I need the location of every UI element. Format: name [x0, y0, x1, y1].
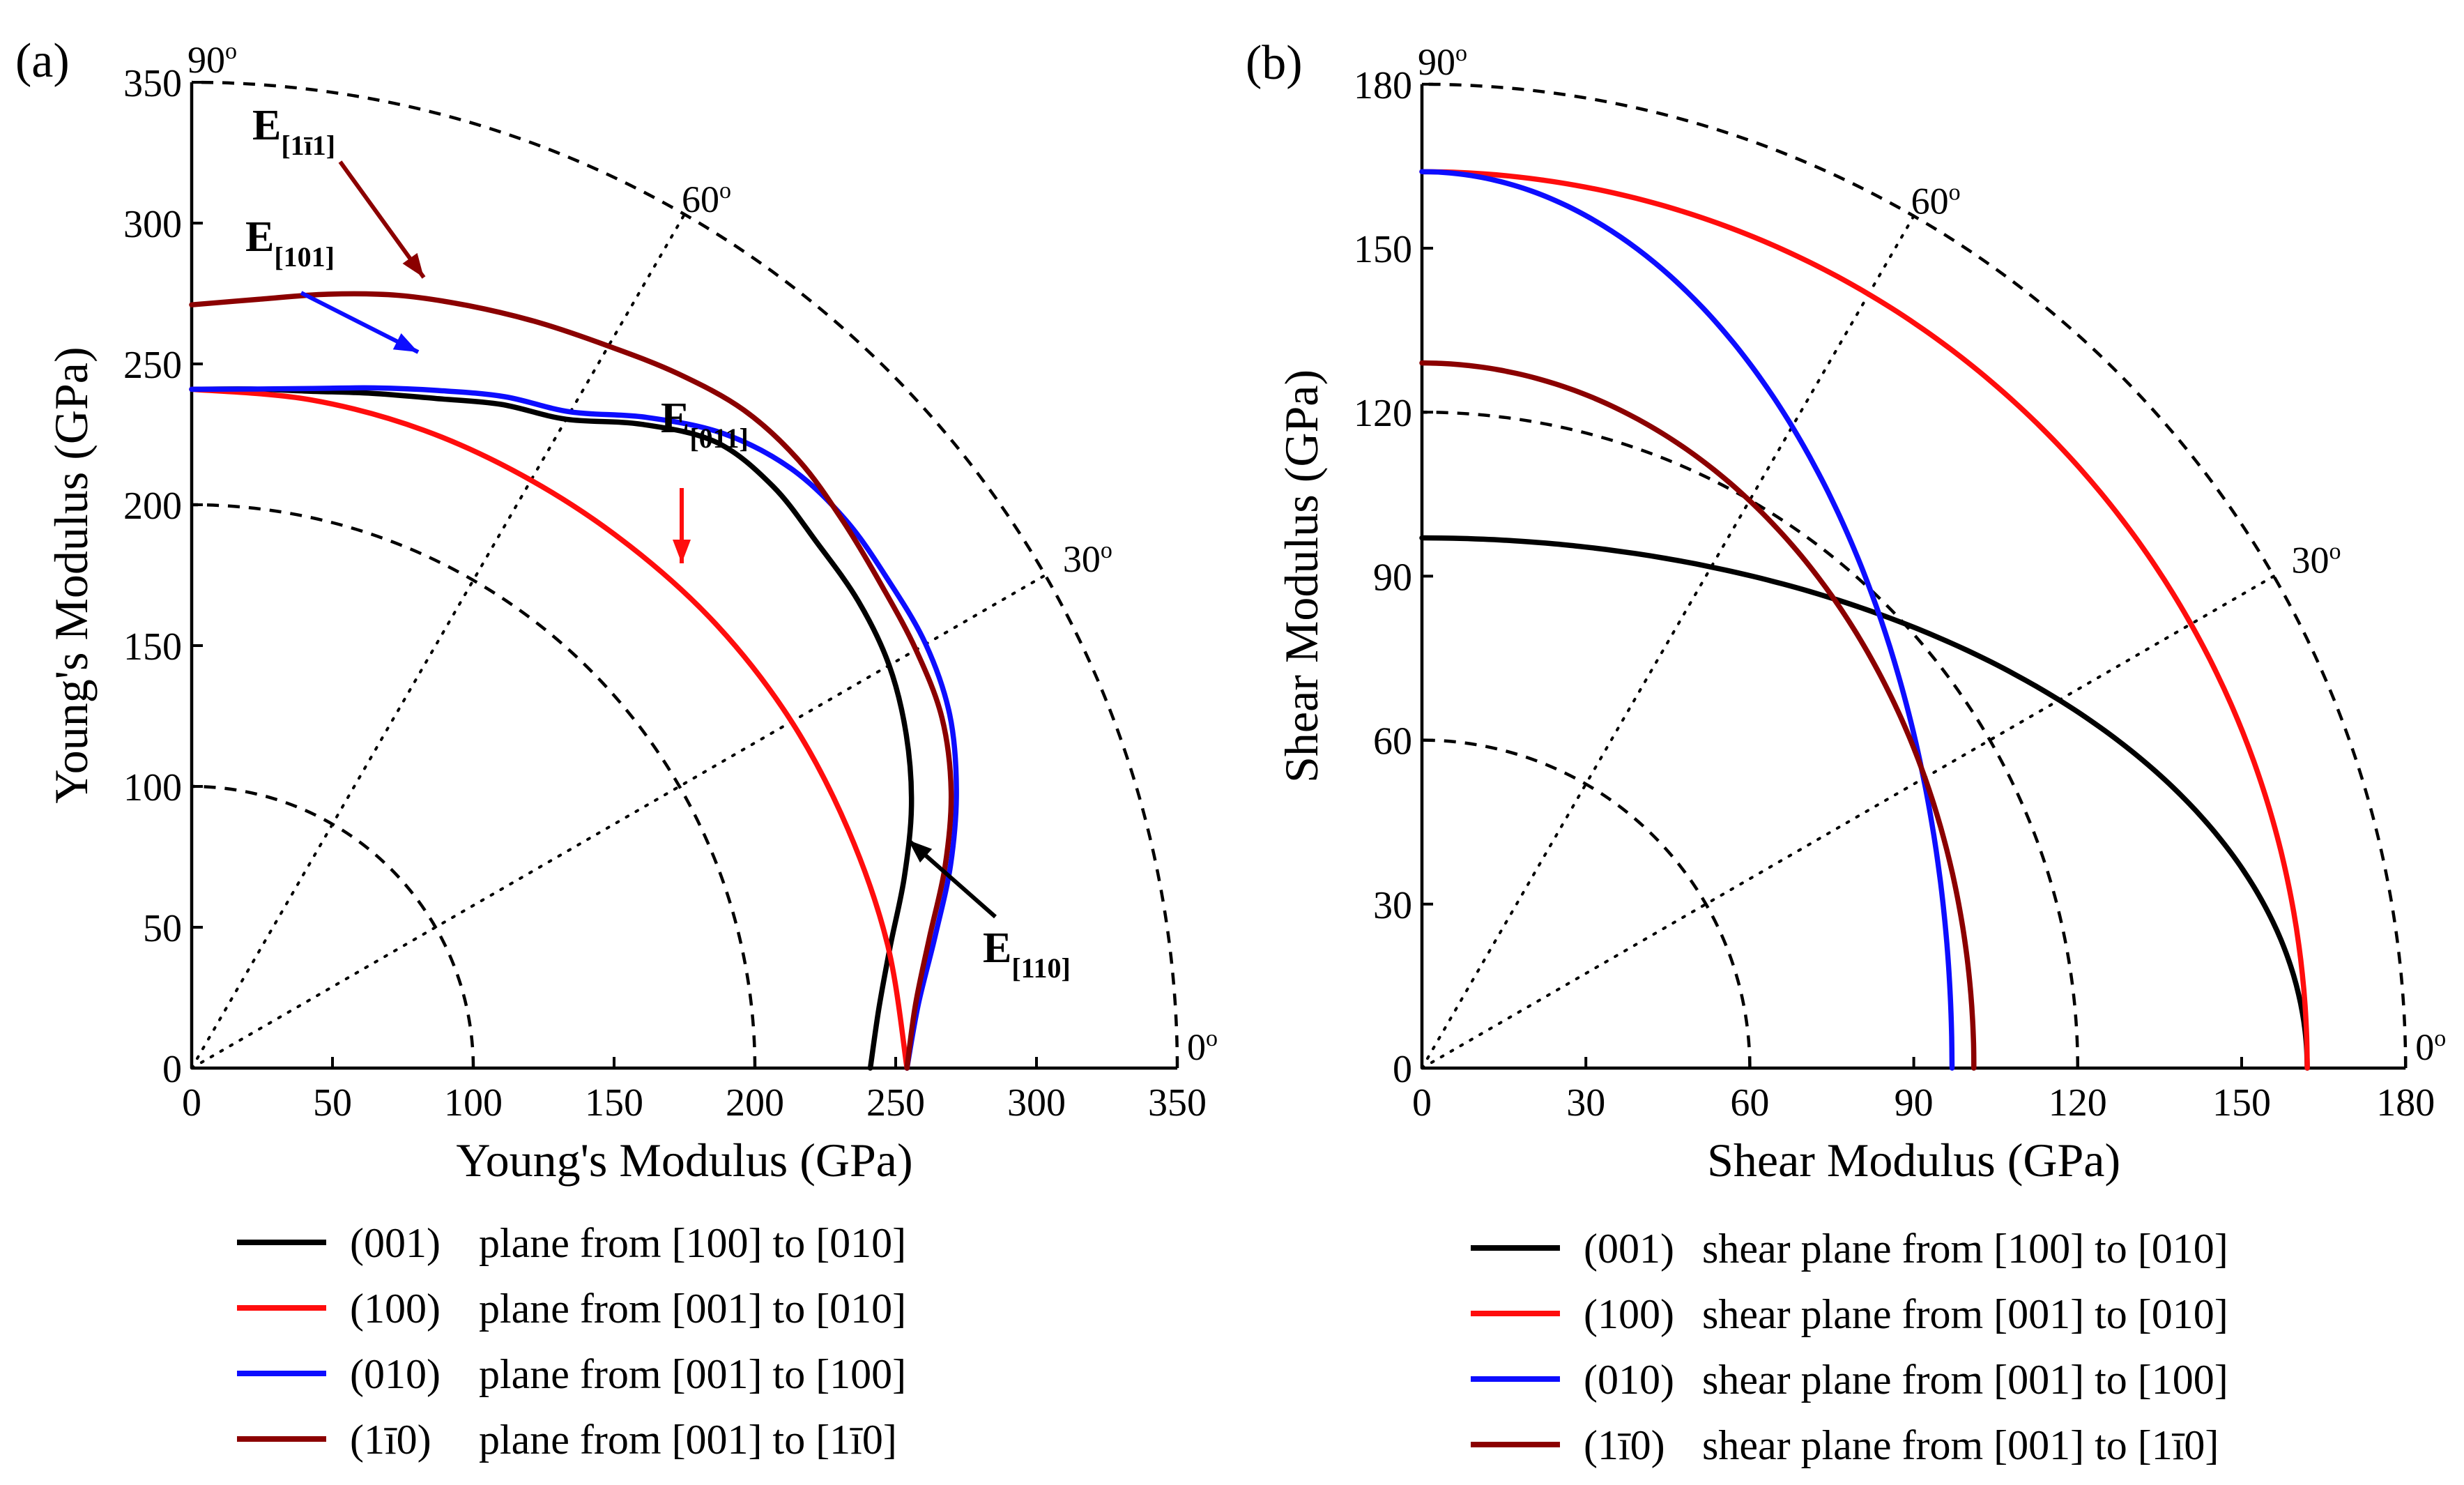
x-tick-label: 150 — [2212, 1081, 2271, 1125]
annotation-e-1-11: E[1ī1] — [252, 102, 335, 161]
legend-b-label: shear plane from [100] to [010] — [1702, 1226, 2228, 1272]
y-tick-label: 350 — [123, 62, 182, 105]
x-axis-title: Young's Modulus (GPa) — [456, 1134, 912, 1187]
annotation-arrow-1-11-shaft — [338, 160, 426, 279]
annotation-arrow-110-head — [908, 840, 933, 863]
x-tick-label: 50 — [313, 1081, 352, 1125]
legend-b-plane: (001) — [1584, 1226, 1674, 1272]
polar-ring — [191, 784, 475, 1069]
legend-b-label: shear plane from [001] to [010] — [1702, 1291, 2228, 1337]
annotation-arrow-011-head — [673, 540, 691, 563]
x-tick-label: 90 — [1895, 1081, 1934, 1125]
legend-a-plane: (001) — [350, 1220, 441, 1266]
annotation-e-110: E[110] — [983, 924, 1071, 984]
polar-ring — [1421, 738, 1752, 1069]
y-tick-label: 200 — [123, 485, 182, 528]
legend-b-label: shear plane from [001] to [100] — [1702, 1357, 2228, 1403]
legend-a-label: plane from [100] to [010] — [479, 1220, 906, 1266]
legend-a-label: plane from [001] to [1ī0] — [479, 1417, 897, 1463]
legend-b-plane: (100) — [1584, 1291, 1674, 1337]
y-tick-label: 150 — [1354, 228, 1412, 271]
x-tick-label: 120 — [2049, 1081, 2107, 1125]
annotation-e-011: E[011] — [661, 395, 749, 454]
series-line-black — [1419, 535, 2310, 1071]
legend-a-label: plane from [001] to [010] — [479, 1286, 906, 1332]
panel-a: 00 50 50 100 100 150 150 200 200 250 250 300 300 350 3… — [15, 34, 1218, 1463]
x-tick-label: 150 — [585, 1081, 643, 1125]
panel-b: 00 30 30 60 60 90 90 120 120 150 150 180 180 Shear Mo… — [1246, 36, 2446, 1468]
legend-b-label: shear plane from [001] to [1ī0] — [1702, 1422, 2219, 1468]
y-tick-label: 60 — [1373, 720, 1412, 763]
y-tick-label: 100 — [123, 766, 182, 809]
legend-a-label: plane from [001] to [100] — [479, 1351, 906, 1397]
x-tick-label: 350 — [1148, 1081, 1207, 1125]
angle-label-30: 30o — [1063, 538, 1112, 580]
y-tick-label: 0 — [162, 1048, 182, 1091]
angle-label-0: 0o — [1187, 1026, 1218, 1068]
y-tick-label: 300 — [123, 203, 182, 246]
legend-a-plane: (1ī0) — [350, 1417, 431, 1463]
legend-a-plane: (010) — [350, 1351, 441, 1397]
series-line-darkred — [1419, 360, 1977, 1071]
legend-b-plane: (010) — [1584, 1357, 1674, 1403]
y-tick-label: 250 — [123, 344, 182, 387]
series-line-black — [189, 386, 915, 1071]
x-tick-label: 0 — [182, 1081, 201, 1125]
annotation-arrow-101-head — [392, 333, 418, 352]
series-line-darkred — [189, 291, 954, 1071]
y-tick-label: 120 — [1354, 392, 1412, 435]
polar-ring — [1421, 410, 2080, 1069]
polar-ray-30 — [1421, 574, 2276, 1069]
angle-label-0: 0o — [2415, 1026, 2446, 1068]
y-tick-label: 90 — [1373, 556, 1412, 599]
y-tick-label: 0 — [1393, 1048, 1412, 1091]
angle-label-60: 60o — [682, 178, 731, 220]
x-tick-label: 250 — [866, 1081, 925, 1125]
annotation-arrow-1-11-head — [402, 252, 424, 277]
polar-ring — [191, 80, 1179, 1069]
polar-ray-60 — [190, 213, 686, 1069]
y-tick-label: 180 — [1354, 64, 1412, 107]
series-line-blue — [1419, 169, 1955, 1071]
x-axis-title: Shear Modulus (GPa) — [1707, 1134, 2120, 1187]
x-tick-label: 300 — [1007, 1081, 1066, 1125]
series-line-red — [1419, 169, 2310, 1071]
polar-ring — [1421, 82, 2408, 1069]
x-tick-label: 200 — [726, 1081, 784, 1125]
polar-ring — [191, 503, 757, 1069]
series-line-red — [189, 386, 910, 1071]
y-tick-label: 150 — [123, 625, 182, 669]
y-axis-title: Shear Modulus (GPa) — [1275, 370, 1328, 783]
x-tick-label: 180 — [2376, 1081, 2435, 1125]
y-tick-label: 30 — [1373, 884, 1412, 927]
x-tick-label: 0 — [1412, 1081, 1432, 1125]
polar-ray-60 — [1421, 214, 1915, 1069]
angle-label-60: 60o — [1911, 180, 1961, 222]
panel-label: (b) — [1246, 36, 1303, 90]
legend-b-plane: (1ī0) — [1584, 1422, 1665, 1468]
legend-a-plane: (100) — [350, 1286, 441, 1332]
x-tick-label: 60 — [1730, 1081, 1769, 1125]
panel-label: (a) — [15, 34, 70, 88]
x-tick-label: 100 — [444, 1081, 503, 1125]
series-line-blue — [189, 385, 959, 1071]
angle-label-90: 90o — [188, 38, 237, 81]
annotation-e-101: E[101] — [245, 213, 335, 273]
y-tick-label: 50 — [143, 907, 182, 950]
x-tick-label: 30 — [1566, 1081, 1605, 1125]
polar-ray-30 — [190, 574, 1047, 1069]
angle-label-90: 90o — [1418, 40, 1467, 83]
angle-label-30: 30o — [2291, 538, 2341, 581]
y-axis-title: Young's Modulus (GPa) — [45, 346, 98, 803]
